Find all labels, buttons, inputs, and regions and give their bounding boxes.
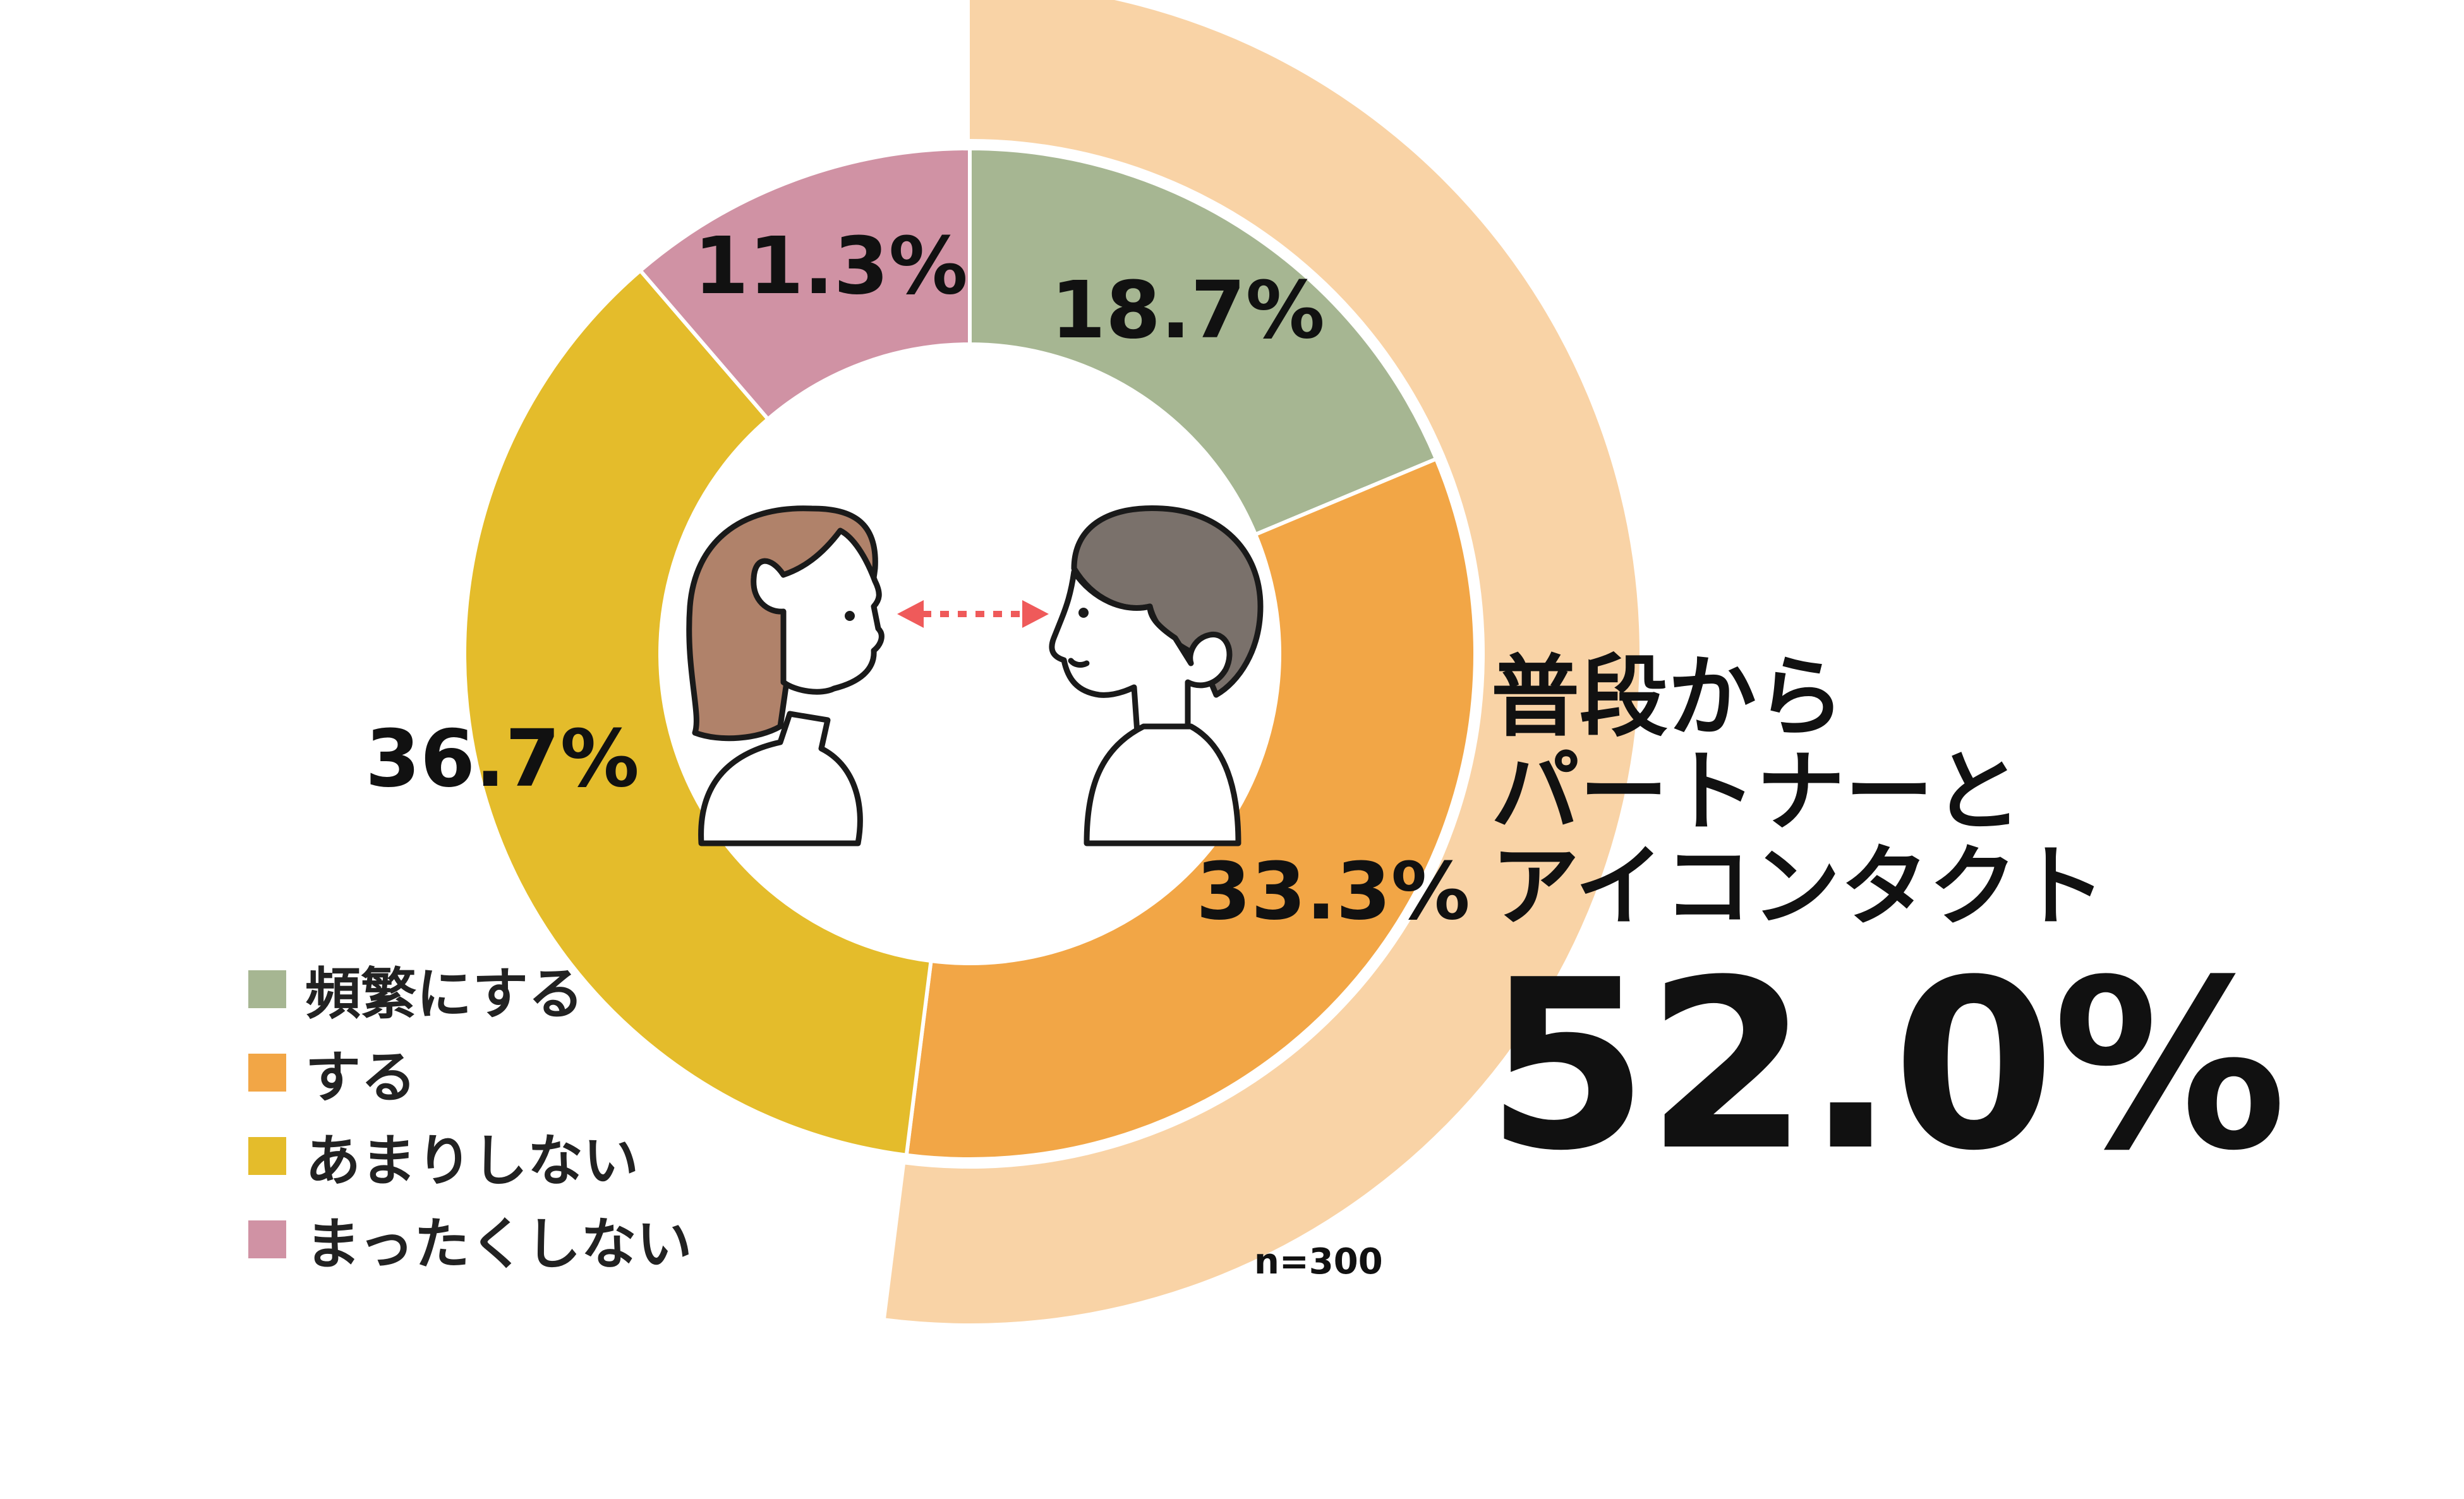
legend-item: 頻繁にする [248, 948, 692, 1031]
legend-swatch [248, 970, 286, 1008]
donut-slice-2 [904, 456, 1477, 1161]
slice-labels-group: 18.7% 33.3% 36.7% 11.3% [365, 220, 1470, 937]
headline-line: アイコンタクト [1491, 836, 2106, 939]
donut-slice-4 [637, 146, 972, 422]
headline-line: パートナーと [1491, 741, 2022, 844]
headline-line: 普段から [1491, 646, 1845, 749]
sample-size-label: n=300 [1254, 1241, 1383, 1282]
slice-value-label: 18.7% [1051, 265, 1325, 356]
headline: 普段から パートナーと アイコンタクト 52.0% [1486, 646, 2287, 1187]
woman-face-icon [686, 505, 885, 846]
legend-label: あまりしない [305, 1128, 639, 1193]
outer-highlight-band [886, 0, 1640, 1323]
legend-label: まったくしない [305, 1211, 692, 1277]
slice-value-label: 33.3% [1196, 846, 1470, 937]
legend-label: 頻繁にする [305, 961, 584, 1026]
slice-value-label: 11.3% [694, 220, 968, 312]
legend-item: まったくしない [248, 1198, 692, 1281]
double-arrow-icon [897, 600, 1049, 628]
legend-label: する [305, 1044, 417, 1110]
headline-value: 52.0% [1486, 930, 2287, 1202]
legend-swatch [248, 1054, 286, 1092]
legend: 頻繁にする する あまりしない まったくしない [248, 948, 692, 1281]
legend-item: する [248, 1031, 692, 1114]
legend-swatch [248, 1220, 286, 1258]
man-face-icon [1049, 505, 1264, 846]
donut-slice-1 [968, 146, 1439, 537]
outer-highlight-band-group [886, 0, 1640, 1323]
slice-value-label: 36.7% [365, 713, 639, 805]
illustration [686, 505, 1264, 846]
legend-swatch [248, 1137, 286, 1175]
legend-item: あまりしない [248, 1114, 692, 1198]
